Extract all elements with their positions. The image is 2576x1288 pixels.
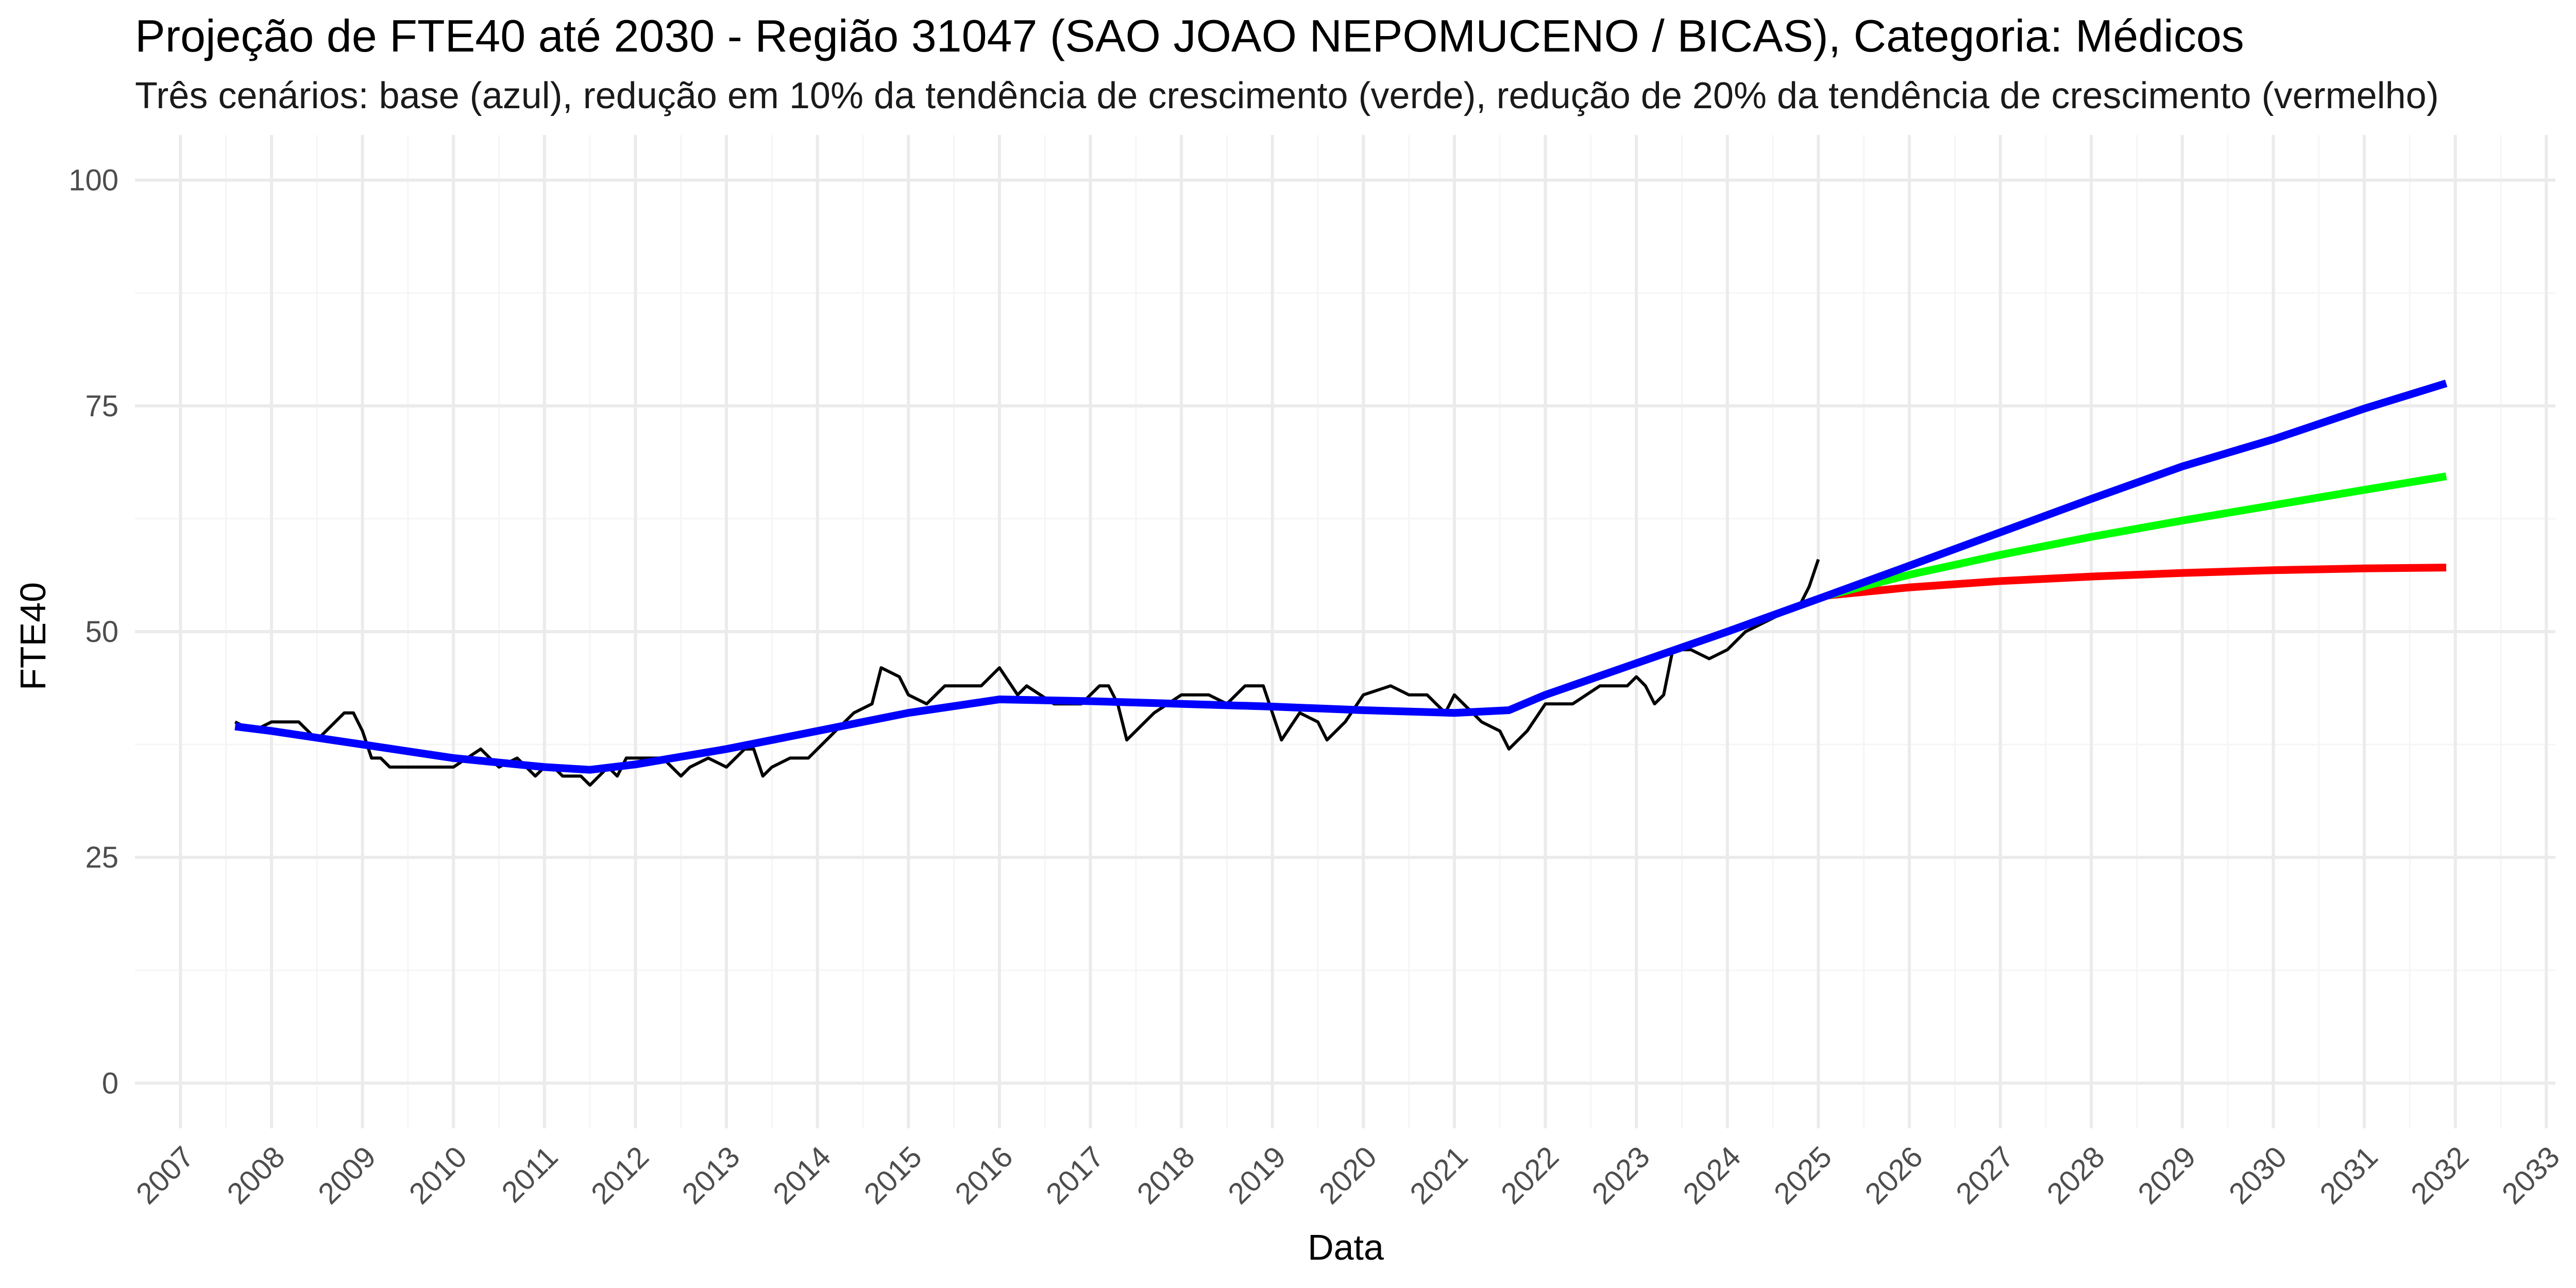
y-axis-ticks: 0 25 50 75 100 xyxy=(69,164,118,1100)
y-tick-label: 25 xyxy=(85,841,118,874)
y-tick-label: 75 xyxy=(85,389,118,423)
y-tick-label: 100 xyxy=(69,164,118,197)
series-line-reduction-10 xyxy=(1826,472,2447,600)
series-group xyxy=(234,379,2448,787)
chart-subtitle: Três cenários: base (azul), redução em 1… xyxy=(135,75,2439,116)
series-line-reduction-20 xyxy=(1827,564,2447,600)
chart-title: Projeção de FTE40 até 2030 - Região 3104… xyxy=(135,10,2244,61)
series-line-base xyxy=(234,379,2448,774)
y-tick-label: 0 xyxy=(102,1066,118,1100)
y-axis-title: FTE40 xyxy=(13,582,53,690)
x-axis-title: Data xyxy=(1308,1227,1384,1267)
y-tick-label: 50 xyxy=(85,615,118,649)
grid xyxy=(135,135,2555,1128)
